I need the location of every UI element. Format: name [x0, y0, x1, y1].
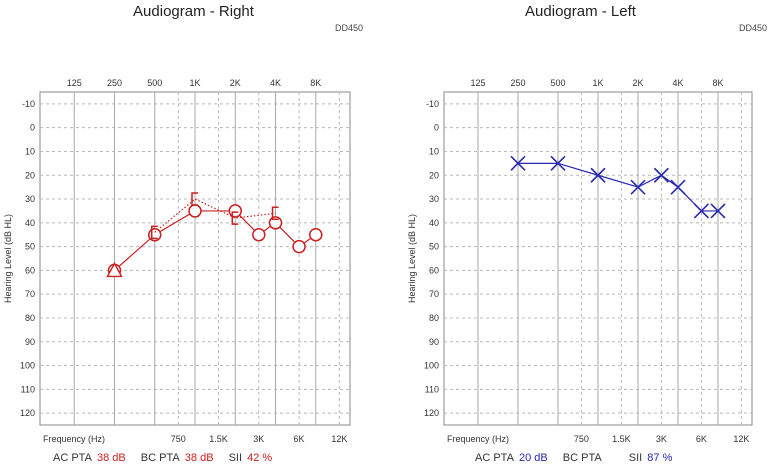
left-ac-x-marker — [590, 167, 606, 183]
right-bc-pta-label: BC PTA — [140, 452, 180, 464]
right-bc-pta-value: 38 dB — [184, 452, 214, 464]
left-y-tick-label: 120 — [424, 408, 439, 418]
left-x-tick-bottom: 750 — [574, 434, 589, 444]
right-bc-bracket-marker — [271, 206, 279, 221]
left-y-tick-label: 110 — [425, 384, 439, 394]
right-x-tick-bottom: 750 — [171, 434, 186, 444]
left-y-tick-label: -10 — [426, 99, 439, 109]
right-x-tick-top: 8K — [310, 78, 321, 88]
left-ac-x-marker — [550, 155, 566, 171]
right-bc-bracket-marker — [191, 192, 198, 206]
right-y-tick-label: 30 — [25, 194, 35, 204]
right-series-line-bracket — [154, 198, 276, 233]
right-triangle-marker — [106, 261, 123, 278]
left-y-tick-label: 100 — [424, 361, 439, 371]
right-ac-pta-value: 38 dB — [96, 452, 126, 464]
left-y-tick-label: 10 — [429, 146, 439, 156]
right-audiogram-panel: Audiogram - Right DD450 -10 0 10 20 30 40 50 60… — [3, 3, 364, 464]
right-audiogram-title: Audiogram - Right — [133, 3, 254, 20]
right-bc-bracket-marker — [231, 211, 239, 225]
right-summary-bar: AC PTA 38 dB BC PTA 38 dB SII 42 % — [53, 452, 274, 464]
left-summary-bar: AC PTA 20 dB BC PTA SII 87 % — [475, 452, 674, 464]
right-y-tick-label: 40 — [25, 218, 35, 228]
left-ac-x-marker — [693, 203, 709, 219]
right-x-tick-top: 250 — [107, 78, 122, 88]
left-ac-pta-value: 20 dB — [518, 452, 548, 464]
left-x-tick-top: 500 — [550, 78, 565, 88]
left-x-tick-bottom: 3K — [656, 434, 667, 444]
right-ac-pta-label: AC PTA — [53, 452, 92, 464]
right-bc-bracket-marker — [150, 225, 158, 240]
left-ac-x-marker — [670, 179, 686, 195]
right-y-tick-label: 80 — [25, 313, 35, 323]
left-bc-pta-label: BC PTA — [562, 452, 602, 464]
right-y-tick-label: 20 — [25, 170, 35, 180]
right-device-label: DD450 — [335, 23, 364, 33]
right-y-tick-label: 100 — [20, 361, 35, 371]
left-x-tick-bottom: 6K — [696, 434, 707, 444]
right-x-tick-top: 1K — [189, 78, 200, 88]
left-y-tick-label: 50 — [429, 242, 439, 252]
left-y-tick-label: 90 — [429, 337, 439, 347]
left-x-axis-label: Frequency (Hz) — [447, 434, 509, 444]
right-y-tick-label: 110 — [21, 384, 35, 394]
right-x-tick-top: 2K — [230, 78, 241, 88]
right-ac-circle-marker — [188, 204, 202, 218]
right-x-tick-bottom: 12K — [331, 434, 347, 444]
left-device-label: DD450 — [739, 23, 768, 33]
right-x-axis-label: Frequency (Hz) — [43, 434, 105, 444]
left-y-tick-label: 60 — [429, 265, 439, 275]
right-y-tick-label: 60 — [25, 265, 35, 275]
left-x-tick-top: 8K — [712, 78, 723, 88]
right-y-tick-label: 50 — [25, 242, 35, 252]
right-x-tick-top: 125 — [67, 78, 82, 88]
right-x-tick-top: 4K — [270, 78, 281, 88]
left-audiogram-title: Audiogram - Left — [525, 3, 636, 20]
left-x-tick-top: 4K — [672, 78, 683, 88]
left-x-tick-top: 2K — [632, 78, 643, 88]
left-ac-x-marker — [710, 203, 726, 219]
right-audiogram-plot: -10 0 10 20 30 40 50 60 70 80 90 100 110 120 125 250 500… — [3, 78, 351, 444]
right-ac-circle-marker — [309, 227, 323, 242]
left-y-axis-label: Hearing Level (dB HL) — [407, 214, 417, 303]
right-y-tick-label: 0 — [30, 123, 35, 133]
left-x-tick-bottom: 1.5K — [612, 434, 631, 444]
right-sii-value: 42 % — [247, 452, 273, 464]
right-y-tick-label: 10 — [25, 146, 35, 156]
left-y-tick-label: 80 — [429, 313, 439, 323]
right-x-tick-top: 500 — [147, 78, 162, 88]
right-x-tick-bottom: 3K — [253, 434, 264, 444]
left-y-tick-label: 30 — [429, 194, 439, 204]
right-y-tick-label: 120 — [20, 408, 35, 418]
right-y-tick-label: 90 — [25, 337, 35, 347]
right-y-tick-label: 70 — [25, 289, 35, 299]
left-x-tick-bottom: 12K — [733, 434, 749, 444]
left-sii-label: SII — [628, 452, 643, 464]
left-y-tick-label: 70 — [429, 289, 439, 299]
left-x-tick-top: 1K — [592, 78, 603, 88]
left-x-tick-top: 250 — [510, 78, 525, 88]
left-y-tick-label: 20 — [429, 170, 439, 180]
left-ac-pta-label: AC PTA — [475, 452, 514, 464]
right-x-tick-bottom: 1.5K — [209, 434, 228, 444]
left-audiogram-plot: -10 0 10 20 30 40 50 60 70 80 90 100 110 120 125 250 500… — [407, 78, 753, 444]
right-ac-circle-marker — [292, 239, 306, 254]
right-sii-label: SII — [228, 452, 243, 464]
right-ac-circle-marker — [252, 227, 266, 242]
left-y-tick-label: 40 — [429, 218, 439, 228]
right-ac-circle-marker — [228, 204, 243, 218]
right-y-tick-label: -10 — [22, 99, 35, 109]
left-ac-x-marker — [653, 167, 669, 183]
left-ac-x-marker — [630, 179, 646, 195]
right-x-tick-bottom: 6K — [294, 434, 305, 444]
left-sii-value: 87 % — [647, 452, 673, 464]
left-audiogram-panel: Audiogram - Left DD450 -10 0 10 20 30 40 50 60 7… — [387, 0, 774, 468]
left-y-tick-label: 0 — [434, 123, 439, 133]
left-ac-x-marker — [510, 155, 526, 171]
left-x-tick-top: 125 — [470, 78, 485, 88]
right-y-axis-label: Hearing Level (dB HL) — [3, 214, 13, 303]
